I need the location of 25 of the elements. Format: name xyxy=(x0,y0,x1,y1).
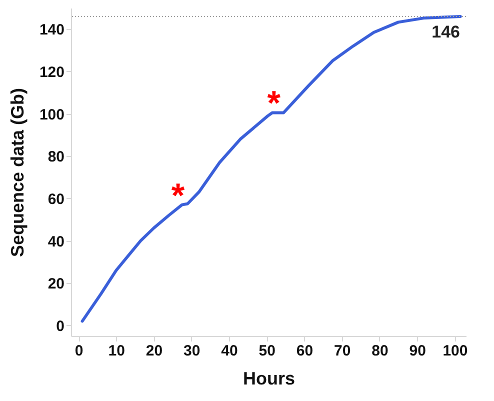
x-tick-label: 20 xyxy=(146,342,163,360)
y-axis-title: Sequence data (Gb) xyxy=(7,88,28,258)
y-tick-label: 100 xyxy=(39,106,64,124)
x-tick-label: 100 xyxy=(442,342,468,360)
x-tick-label: 10 xyxy=(108,342,125,360)
x-tick-label: 40 xyxy=(221,342,238,360)
y-tick-label: 80 xyxy=(48,148,64,166)
y-tick-label: 60 xyxy=(48,190,64,208)
annotation: * xyxy=(267,84,282,123)
x-tick-label: 50 xyxy=(258,342,276,360)
x-tick-label: 80 xyxy=(372,342,388,360)
y-tick-label: 140 xyxy=(39,22,64,39)
x-tick-label: 0 xyxy=(74,342,84,360)
y-tick-label: 20 xyxy=(48,276,64,293)
x-tick-label: 60 xyxy=(296,342,314,360)
x-tick-label: 30 xyxy=(184,342,200,360)
annotation: * xyxy=(171,176,186,215)
x-axis-title: Hours xyxy=(242,368,296,388)
x-tick-label: 70 xyxy=(334,342,351,360)
line-series xyxy=(80,14,462,323)
ref-line-label: 146 xyxy=(432,22,460,42)
x-tick-label: 90 xyxy=(409,342,426,360)
y-tick-label: 120 xyxy=(39,64,64,81)
y-tick-label: 40 xyxy=(48,233,64,250)
y-tick-label: 0 xyxy=(56,318,64,335)
